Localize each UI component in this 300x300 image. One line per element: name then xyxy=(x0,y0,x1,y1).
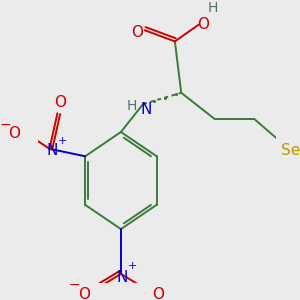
Text: O: O xyxy=(9,126,21,141)
Text: N: N xyxy=(141,102,152,117)
Text: H: H xyxy=(208,1,218,15)
Text: Se: Se xyxy=(281,143,300,158)
Text: O: O xyxy=(152,287,164,300)
Text: O: O xyxy=(78,287,90,300)
Text: O: O xyxy=(131,25,143,40)
Text: +: + xyxy=(58,136,67,146)
Text: O: O xyxy=(197,17,209,32)
Text: O: O xyxy=(55,94,67,110)
Text: −: − xyxy=(68,278,80,292)
Text: N: N xyxy=(47,143,58,158)
Text: −: − xyxy=(0,118,11,131)
Text: N: N xyxy=(117,270,128,285)
Text: H: H xyxy=(127,99,137,113)
Text: +: + xyxy=(127,262,137,272)
